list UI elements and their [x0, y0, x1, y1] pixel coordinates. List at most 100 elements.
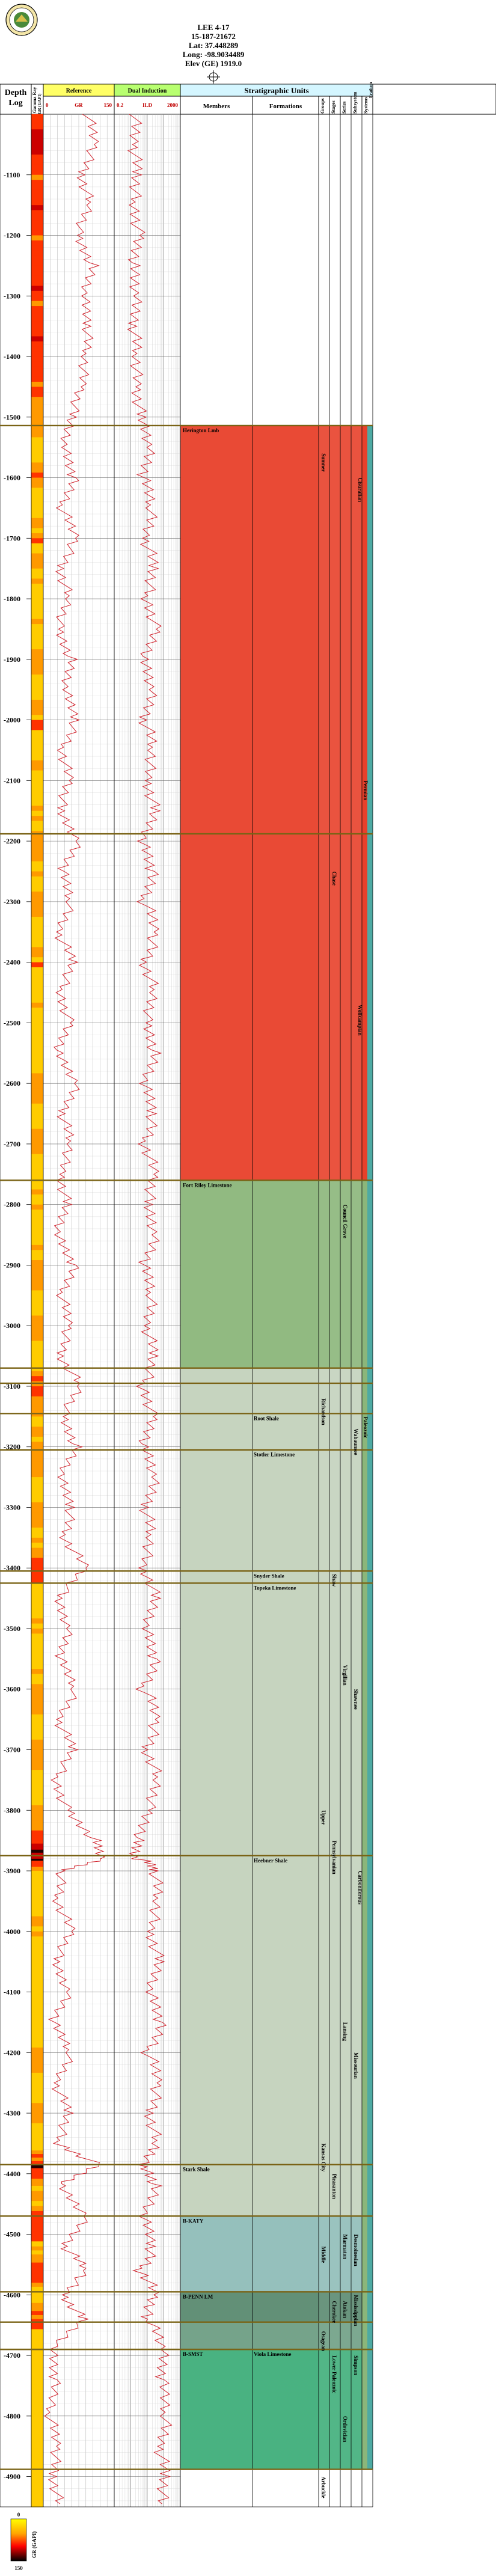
gamma-color-cell — [31, 760, 43, 766]
gamma-color-cell — [31, 2182, 43, 2186]
gamma-color-cell — [31, 1098, 43, 1104]
formation-top-label: B-PENN LM — [183, 2293, 213, 2299]
gamma-color-cell — [31, 2133, 43, 2139]
gamma-color-cell — [31, 1219, 43, 1225]
gamma-color-cell — [31, 422, 43, 428]
gamma-color-cell — [31, 1109, 43, 1115]
gamma-color-cell — [31, 1270, 43, 1276]
gamma-color-cell — [31, 1558, 43, 1564]
depth-tick-label: -1800 — [4, 595, 20, 603]
gamma-color-cell — [31, 2246, 43, 2251]
gamma-color-cell — [31, 2409, 43, 2417]
gamma-color-cell — [31, 1901, 43, 1907]
gamma-color-cell — [31, 331, 43, 337]
gamma-color-cell — [31, 1371, 43, 1377]
gamma-color-cell — [31, 684, 43, 690]
gamma-color-cell — [31, 376, 43, 382]
gamma-color-cell — [31, 533, 43, 539]
gamma-color-cell — [31, 2486, 43, 2492]
gamma-color-cell — [31, 614, 43, 620]
formation-label: Pleasanton — [331, 2174, 337, 2199]
gamma-color-cell — [31, 326, 43, 332]
gamma-color-cell — [31, 427, 43, 433]
gamma-color-cell — [31, 1547, 43, 1553]
strat-title: Stratigraphic Units — [244, 86, 308, 95]
formation-label: Upper — [320, 1810, 326, 1825]
gamma-color-cell — [31, 1345, 43, 1351]
gamma-color-cell — [31, 1053, 43, 1059]
gamma-color-cell — [31, 180, 43, 186]
gamma-color-cell — [31, 2226, 43, 2232]
gamma-color-cell — [31, 255, 43, 262]
gamma-color-cell — [31, 2471, 43, 2477]
gamma-color-cell — [31, 1335, 43, 1341]
depth-tick-label: -1200 — [4, 231, 20, 240]
gamma-color-cell — [31, 492, 43, 498]
gamma-color-cell — [31, 275, 43, 281]
gamma-color-cell — [31, 982, 43, 988]
formation-label: Missourian — [353, 2052, 359, 2079]
gamma-color-cell — [31, 2168, 43, 2173]
gamma-color-cell — [31, 265, 43, 271]
gamma-color-cell — [31, 1522, 43, 1528]
ref-max-label: 150 — [104, 102, 112, 108]
gamma-color-cell — [31, 2359, 43, 2365]
gamma-color-cell — [31, 1633, 43, 1639]
gamma-color-cell — [31, 2286, 43, 2292]
formation-label: Richardson — [320, 1398, 326, 1425]
depth-tick-label: -3400 — [4, 1564, 20, 1572]
gamma-color-cell — [31, 260, 43, 266]
gamma-color-cell — [31, 2191, 43, 2197]
gamma-color-cell — [31, 1663, 43, 1669]
gamma-color-cell — [31, 1966, 43, 1972]
gamma-color-cell — [31, 821, 43, 827]
gamma-color-cell — [31, 134, 43, 140]
gamma-color-cell — [31, 816, 43, 822]
gamma-color-cell — [31, 775, 43, 781]
gamma-color-cell — [31, 164, 43, 170]
gamma-color-cell — [31, 1058, 43, 1064]
gamma-color-cell — [31, 1442, 43, 1448]
depth-tick-label: -1600 — [4, 474, 20, 482]
gamma-color-cell — [31, 1396, 43, 1402]
gamma-color-cell — [31, 1083, 43, 1089]
gamma-color-cell — [31, 1911, 43, 1917]
track-grid — [0, 114, 373, 2507]
gamma-color-cell — [31, 2103, 43, 2109]
formation-top-label: Heebner Shale — [254, 1858, 287, 1864]
gamma-color-cell — [31, 210, 43, 216]
gamma-color-cell — [31, 1492, 43, 1498]
gamma-color-cell — [31, 2369, 43, 2375]
gamma-color-cell — [31, 488, 43, 494]
gamma-color-cell — [31, 1255, 43, 1261]
gamma-color-cell — [31, 346, 43, 352]
gamma-color-cell — [31, 1124, 43, 1130]
gamma-color-cell — [31, 1891, 43, 1897]
gamma-color-cell — [31, 1199, 43, 1205]
api-number: 15-187-21672 — [191, 32, 236, 41]
gamma-color-cell — [31, 599, 43, 605]
gamma-color-cell — [31, 1033, 43, 1039]
gamma-color-cell — [31, 1093, 43, 1099]
gamma-color-cell — [31, 1618, 43, 1624]
gamma-color-cell — [31, 1260, 43, 1266]
depth-tick-label: -3900 — [4, 1867, 20, 1875]
gamma-color-cell — [31, 144, 43, 150]
gamma-color-cell — [31, 1785, 43, 1791]
gamma-color-cell — [31, 250, 43, 256]
formation-label: Lansing — [342, 2022, 348, 2042]
gamma-color-cell — [31, 2446, 43, 2452]
gamma-color-cell — [31, 1461, 43, 1467]
gamma-color-cell — [31, 366, 43, 372]
gamma-color-cell — [31, 952, 43, 958]
gamma-color-cell — [31, 306, 43, 312]
gamma-color-cell — [31, 1846, 43, 1850]
gamma-subtitle: GR (GAPI) — [37, 93, 42, 114]
gamma-color-cell — [31, 2375, 43, 2381]
gamma-color-cell — [31, 1311, 43, 1316]
gamma-color-cell — [31, 230, 43, 236]
gamma-color-cell — [31, 1300, 43, 1306]
gamma-color-cell — [31, 1128, 43, 1134]
gamma-color-cell — [31, 1835, 43, 1841]
